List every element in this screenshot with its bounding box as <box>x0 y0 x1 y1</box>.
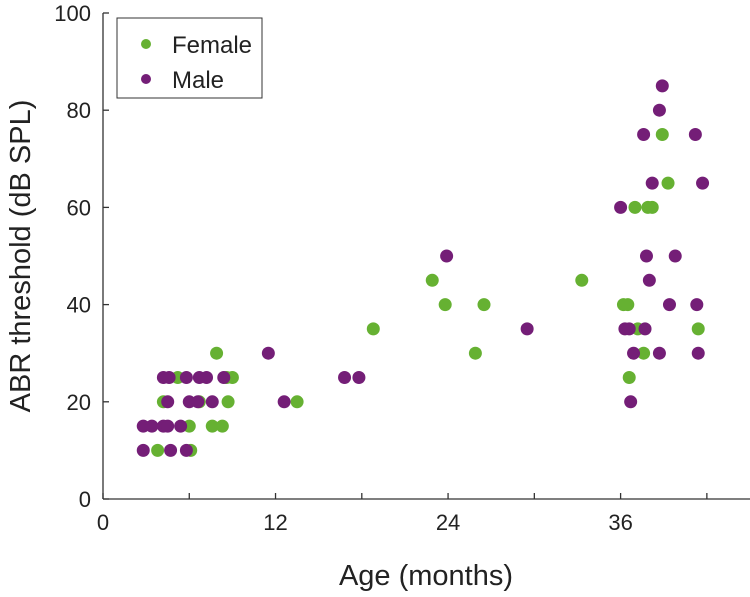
data-point-female <box>691 322 705 336</box>
y-tick-label: 60 <box>67 195 91 220</box>
data-point-male <box>655 79 669 93</box>
data-point-male <box>652 346 666 360</box>
data-point-male <box>217 371 231 384</box>
data-point-male <box>637 128 651 141</box>
data-point-male <box>627 346 641 360</box>
data-point-male <box>161 419 175 433</box>
data-points <box>136 79 710 457</box>
data-point-female <box>477 298 491 312</box>
data-point-male <box>277 395 291 409</box>
data-point-female <box>468 346 482 360</box>
x-tick-label: 0 <box>97 510 109 535</box>
data-point-male <box>145 419 159 433</box>
legend: Female Male <box>116 17 263 99</box>
x-tick-label: 36 <box>608 510 632 535</box>
data-point-male <box>645 176 659 190</box>
data-point-male <box>638 322 652 336</box>
data-point-female <box>621 298 635 312</box>
data-point-female <box>575 273 589 287</box>
y-tick-label: 40 <box>67 293 91 318</box>
data-point-female <box>655 128 669 141</box>
data-point-female <box>637 346 651 360</box>
legend-marker-female <box>141 39 151 49</box>
data-point-male <box>688 128 702 141</box>
data-point-male <box>520 322 534 336</box>
data-point-male <box>642 273 656 287</box>
data-point-male <box>614 200 628 214</box>
data-point-male <box>164 443 178 457</box>
x-tick-label: 12 <box>263 510 287 535</box>
data-point-female <box>645 200 659 214</box>
data-point-female <box>215 419 229 433</box>
data-point-female <box>628 200 642 214</box>
data-point-male <box>179 443 193 457</box>
data-point-male <box>624 395 638 409</box>
y-tick-label: 80 <box>67 98 91 123</box>
data-point-female <box>151 443 165 457</box>
legend-label-male: Male <box>172 67 224 94</box>
data-point-female <box>210 346 224 360</box>
x-axis-label: Age (months) <box>339 560 513 592</box>
data-point-male <box>179 371 193 384</box>
data-point-male <box>191 395 205 409</box>
data-point-female <box>221 395 235 409</box>
y-tick-label: 100 <box>54 1 91 26</box>
data-point-male <box>691 346 705 360</box>
data-point-male <box>136 443 150 457</box>
data-point-female <box>205 419 219 433</box>
data-point-male <box>338 371 352 384</box>
data-point-female <box>425 273 439 287</box>
data-point-male <box>696 176 710 190</box>
data-point-male <box>668 249 682 263</box>
ticks: 0 12 24 36 0 20 40 60 80 100 <box>54 1 708 535</box>
data-point-male <box>161 395 175 409</box>
data-point-female <box>438 298 452 312</box>
data-point-male <box>205 395 219 409</box>
data-point-female <box>661 176 675 190</box>
y-axis-label: ABR threshold (dB SPL) <box>5 100 37 413</box>
data-point-male <box>652 103 666 117</box>
data-point-male <box>440 249 454 263</box>
x-tick-label: 24 <box>436 510 460 535</box>
legend-label-female: Female <box>172 32 252 59</box>
data-point-female <box>366 322 380 336</box>
data-point-male <box>622 322 636 336</box>
data-point-male <box>639 249 653 263</box>
data-point-male <box>162 371 176 384</box>
axes <box>102 13 750 500</box>
data-point-male <box>690 298 704 312</box>
data-point-male <box>261 346 275 360</box>
y-tick-label: 0 <box>79 487 91 512</box>
data-point-female <box>622 371 636 384</box>
y-tick-label: 20 <box>67 390 91 415</box>
legend-marker-male <box>141 74 151 84</box>
data-point-female <box>290 395 304 409</box>
data-point-male <box>174 419 188 433</box>
legend-box <box>116 17 263 99</box>
data-point-male <box>352 371 366 384</box>
data-point-male <box>200 371 214 384</box>
data-point-male <box>662 298 676 312</box>
